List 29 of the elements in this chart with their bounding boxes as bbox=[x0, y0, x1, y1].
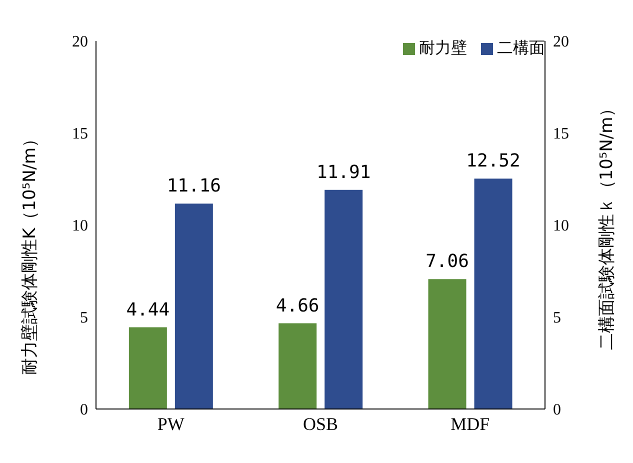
data-label: 11.91 bbox=[316, 162, 371, 183]
x-tick-label: PW bbox=[157, 414, 184, 434]
data-label: 11.16 bbox=[166, 176, 222, 197]
bar bbox=[474, 178, 512, 409]
data-label: 12.52 bbox=[466, 150, 520, 172]
y-tick-label: 5 bbox=[80, 310, 88, 327]
legend-label: 二構面 bbox=[496, 38, 545, 59]
legend-label: 耐力壁 bbox=[418, 38, 467, 59]
data-label: 4.66 bbox=[276, 295, 320, 316]
y2-tick-label: 20 bbox=[553, 34, 569, 51]
y2-axis-title: 二構面試験体剛性ｋ（10⁵N/m） bbox=[597, 100, 618, 350]
y2-tick-label: 0 bbox=[553, 402, 561, 419]
bar bbox=[428, 279, 466, 409]
y2-tick-label: 10 bbox=[553, 218, 569, 235]
y-tick-label: 10 bbox=[72, 218, 88, 235]
x-tick-label: OSB bbox=[302, 414, 338, 434]
bar bbox=[174, 204, 213, 409]
y2-tick-label: 15 bbox=[553, 126, 569, 143]
data-label: 4.44 bbox=[126, 299, 170, 320]
y-tick-label: 0 bbox=[80, 402, 88, 419]
bar bbox=[278, 323, 317, 409]
y2-tick-label: 5 bbox=[553, 310, 561, 327]
x-tick-label: MDF bbox=[450, 414, 490, 434]
bar bbox=[128, 327, 167, 409]
data-label: 7.06 bbox=[426, 251, 469, 272]
bar bbox=[324, 190, 363, 409]
y-axis-title: 耐力壁試験体剛性K（10⁵N/m） bbox=[20, 130, 40, 375]
y-tick-label: 20 bbox=[72, 34, 88, 51]
y-tick-label: 15 bbox=[72, 126, 88, 143]
